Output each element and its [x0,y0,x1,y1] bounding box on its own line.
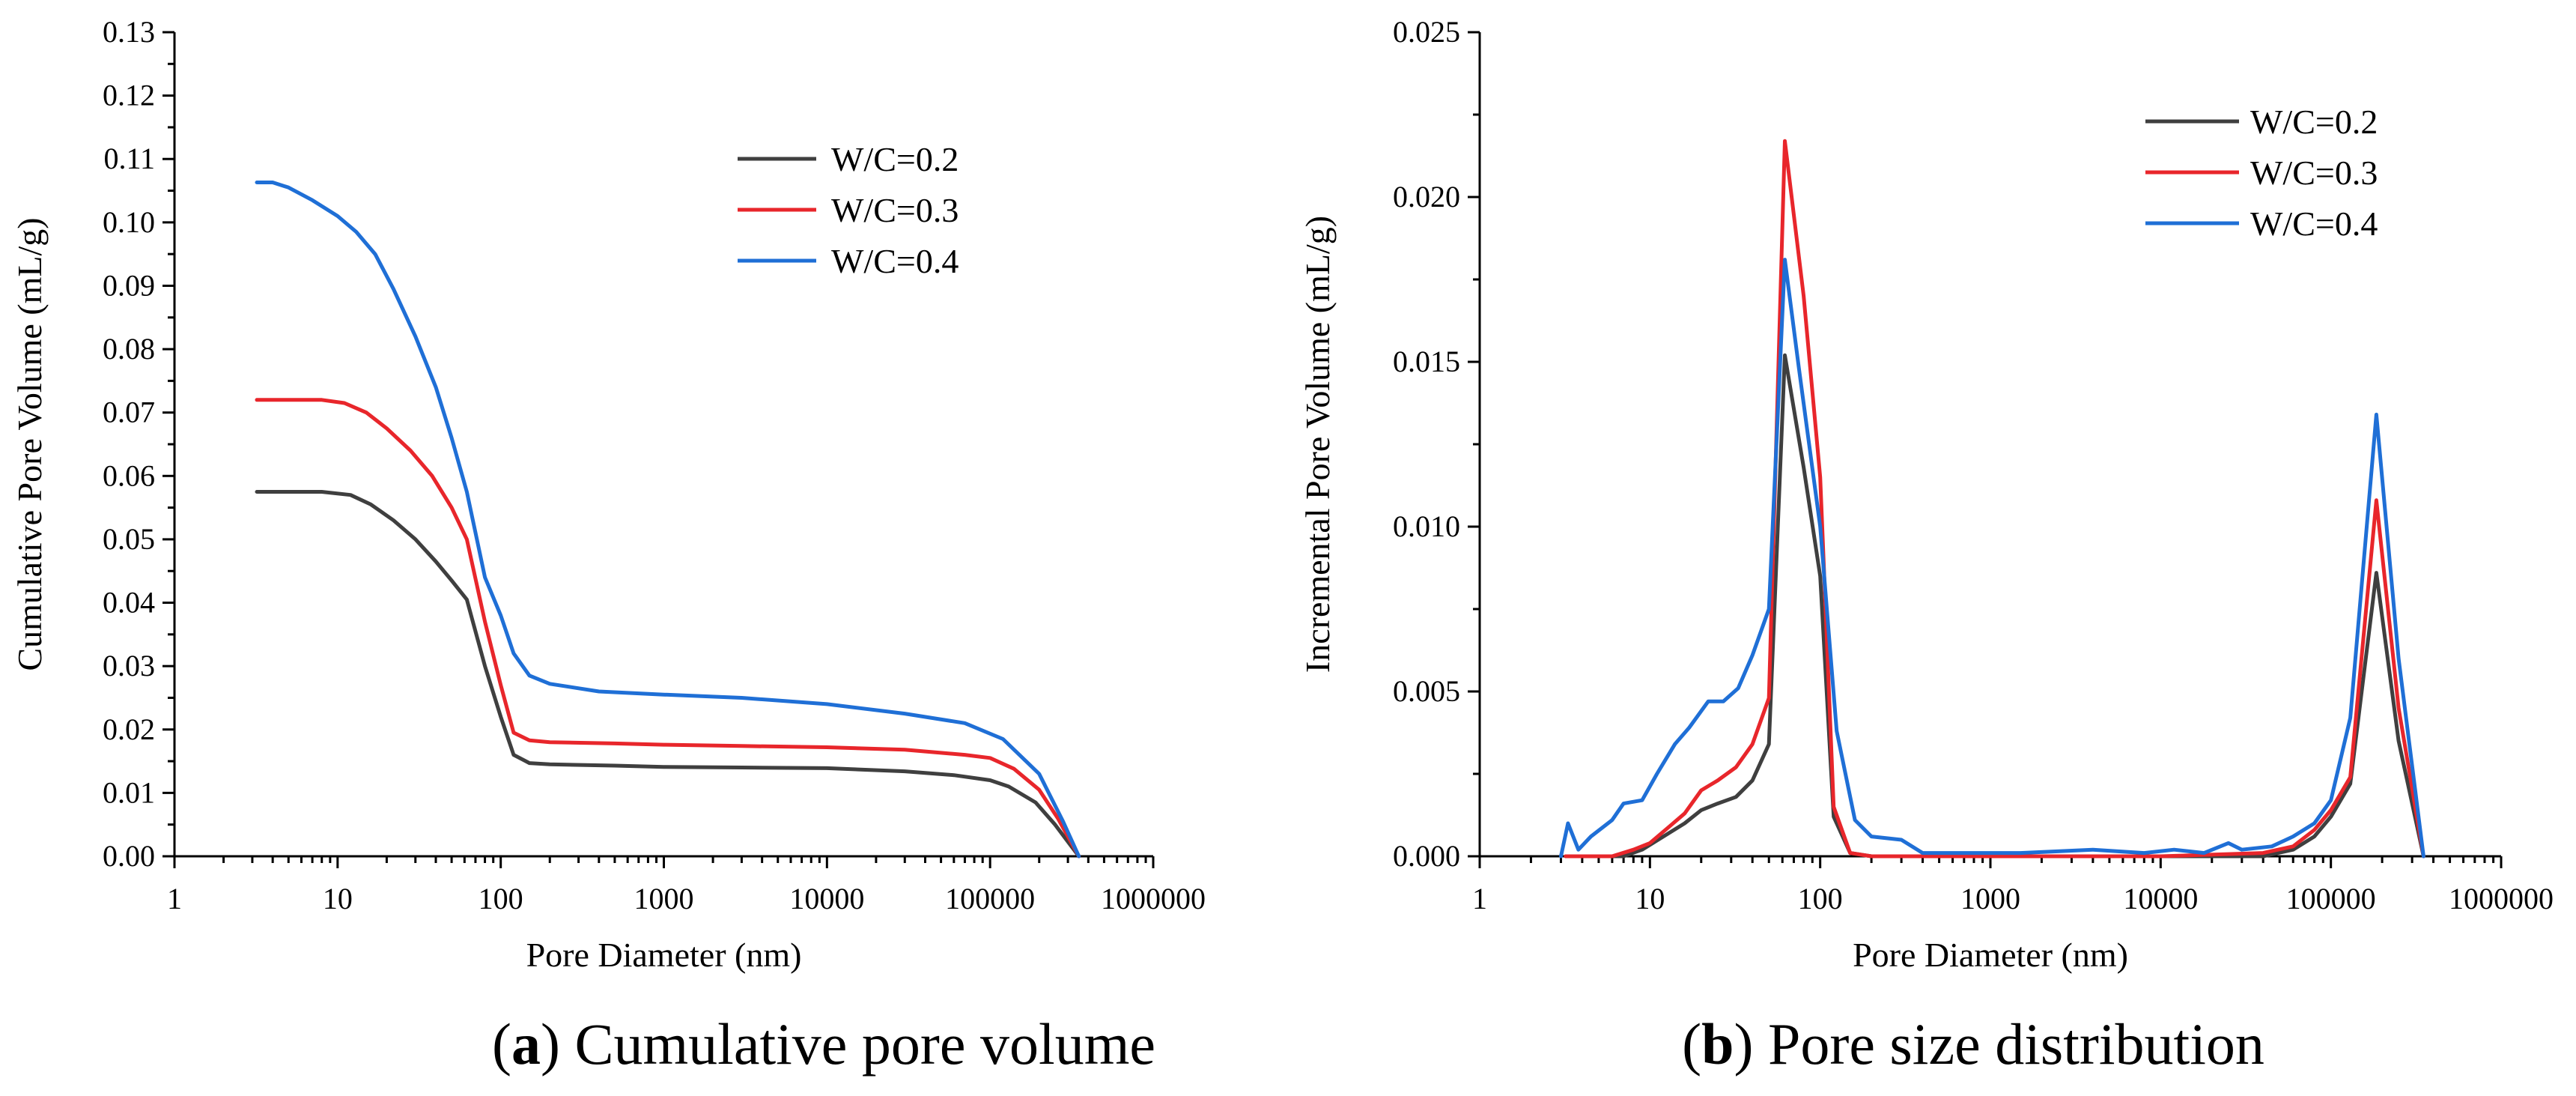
y-tick-label: 0.05 [103,522,155,556]
x-axis-title: Pore Diameter (nm) [1853,936,2128,974]
legend-label: W/C=0.3 [2250,154,2378,192]
y-tick-label: 0.03 [103,649,155,682]
legend-label: W/C=0.2 [2250,103,2378,141]
series-line-W/C=0.2 [1564,353,2425,859]
x-tick-label: 10 [323,882,353,915]
legend-label: W/C=0.4 [2250,205,2378,243]
y-tick-label: 0.04 [103,586,155,620]
x-tick-label: 100000 [2286,882,2376,915]
panel-caption: (b) Pore size distribution [1682,1011,2264,1077]
y-tick-label: 0.13 [103,15,155,49]
series-line-W/C=0.3 [1564,139,2425,859]
y-axis-title: Incremental Pore Volume (mL/g) [1298,216,1337,673]
chart-panel-b: 1 10 100 1000 10000 100000 1000000 0.000 0.005 0.… [1298,15,2554,1077]
x-tick-label: 1 [167,882,182,915]
x-tick-label: 1000000 [1101,882,1206,915]
y-tick-label: 0.10 [103,205,155,239]
series-line-W/C=0.4 [255,181,1081,859]
y-axis-title: Cumulative Pore Volume (mL/g) [10,217,49,670]
x-tick-label: 1 [1472,882,1487,915]
x-tick-label: 1000 [634,882,694,915]
x-tick-label: 100000 [945,882,1035,915]
y-tick-label: 0.010 [1393,509,1460,543]
y-tick-label: 0.025 [1393,15,1460,49]
x-tick-label: 100 [479,882,523,915]
x-tick-label: 100 [1798,882,1843,915]
x-tick-label: 10000 [2123,882,2198,915]
y-tick-label: 0.02 [103,712,155,746]
y-tick-label: 0.000 [1393,839,1460,873]
series-line-W/C=0.2 [255,490,1081,859]
y-tick-label: 0.01 [103,775,155,809]
legend-label: W/C=0.2 [831,140,959,178]
y-tick-label: 0.00 [103,839,155,873]
y-tick-label: 0.005 [1393,674,1460,708]
y-tick-label: 0.11 [103,142,155,175]
y-tick-label: 0.06 [103,458,155,492]
y-tick-label: 0.08 [103,332,155,366]
legend-label: W/C=0.4 [831,242,959,280]
x-tick-label: 1000000 [2449,882,2554,915]
y-tick-label: 0.09 [103,268,155,302]
series-line-W/C=0.3 [255,398,1081,859]
x-axis-title: Pore Diameter (nm) [526,936,802,974]
panel-caption: (a) Cumulative pore volume [492,1011,1155,1077]
y-tick-label: 0.020 [1393,180,1460,214]
x-tick-label: 10 [1635,882,1665,915]
x-tick-label: 1000 [1960,882,2020,915]
y-tick-label: 0.12 [103,79,155,112]
y-tick-label: 0.07 [103,396,155,429]
legend-label: W/C=0.3 [831,191,959,229]
x-tick-label: 10000 [789,882,864,915]
y-tick-label: 0.015 [1393,345,1460,378]
series-line-W/C=0.4 [1559,258,2425,859]
chart-panel-a: 1 10 100 1000 10000 100000 1000000 0.00 0.01 0.02… [10,15,1206,1077]
